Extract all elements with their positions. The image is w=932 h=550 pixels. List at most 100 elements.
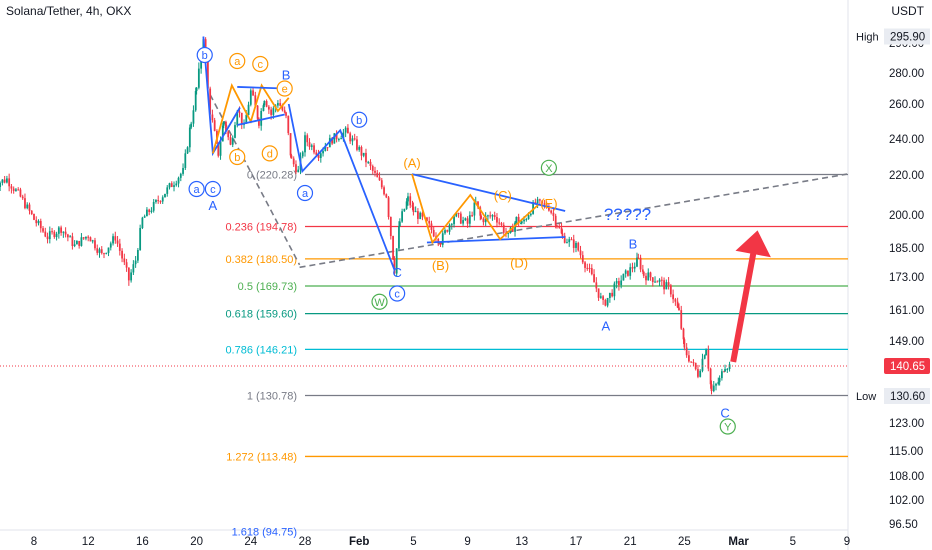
- candle-body: [347, 127, 349, 134]
- candle-body: [304, 135, 306, 153]
- candle-body: [620, 280, 623, 286]
- wave-label: b: [356, 115, 362, 127]
- candle-body: [575, 242, 577, 248]
- candle-body: [515, 216, 518, 223]
- candle-body: [219, 141, 222, 156]
- wave-label: d: [267, 148, 273, 160]
- y-tick-label: 161.00: [889, 305, 924, 317]
- x-tick-label: 25: [678, 536, 691, 548]
- price-marker-label: Low: [856, 391, 876, 403]
- candle-body: [446, 230, 449, 232]
- candle-body: [245, 114, 248, 124]
- candle-body: [674, 299, 677, 302]
- x-tick-label: 21: [624, 536, 637, 548]
- candle-body: [333, 133, 336, 144]
- candle-body: [349, 133, 352, 142]
- candle-body: [720, 371, 723, 379]
- candle-body: [356, 139, 358, 150]
- candle-body: [697, 369, 699, 377]
- candle-body: [64, 231, 67, 235]
- candle-body: [477, 201, 479, 208]
- candle-body: [344, 127, 347, 133]
- dashed-trend-line: [299, 173, 848, 269]
- candle-body: [173, 185, 175, 187]
- candle-body: [482, 218, 485, 223]
- candle-body: [694, 362, 697, 370]
- candle-body: [308, 142, 311, 147]
- wave-label: A: [601, 319, 610, 334]
- candle-body: [121, 250, 123, 259]
- candle-body: [125, 262, 128, 268]
- candle-body: [405, 201, 408, 209]
- candle-body: [15, 189, 17, 191]
- candle-body: [159, 201, 162, 203]
- candle-body: [527, 215, 530, 220]
- wave-line: [411, 173, 539, 245]
- wave-label-circle: [261, 145, 278, 162]
- candle-body: [12, 188, 15, 191]
- candle-body: [87, 236, 90, 238]
- candle-body: [3, 179, 6, 183]
- candle-body: [393, 259, 396, 274]
- candle-body: [453, 216, 455, 225]
- candle-body: [395, 248, 398, 274]
- candle-body: [669, 285, 672, 295]
- candle-body: [37, 220, 40, 224]
- candle-body: [270, 109, 273, 115]
- candle-body: [411, 205, 414, 207]
- candle-body: [651, 277, 654, 283]
- candle-body: [353, 138, 356, 140]
- x-tick-label: 8: [31, 536, 37, 548]
- candle-body: [292, 158, 295, 165]
- candle-body: [91, 240, 94, 242]
- candle-body: [538, 199, 541, 201]
- candle-body: [247, 104, 250, 115]
- candle-body: [705, 349, 707, 356]
- candle-body: [157, 200, 160, 202]
- candle-body: [561, 233, 564, 236]
- candle-body: [260, 110, 263, 126]
- candle-body: [98, 249, 101, 253]
- candle-body: [194, 91, 197, 111]
- candle-body: [672, 294, 675, 300]
- wave-label: (D): [510, 256, 528, 271]
- candle-body: [225, 121, 227, 132]
- candle-body: [692, 362, 695, 364]
- candle-body: [636, 257, 638, 267]
- candle-body: [177, 177, 180, 184]
- wave-line: [411, 173, 566, 212]
- candle-body: [529, 213, 532, 216]
- candle-body: [639, 257, 642, 270]
- wave-label-circle: [229, 52, 246, 70]
- candle-body: [717, 382, 720, 384]
- candle-body: [190, 123, 193, 128]
- candle-body: [690, 361, 693, 363]
- candle-body: [685, 347, 688, 356]
- wave-label: c: [210, 184, 216, 196]
- candle-body: [109, 243, 112, 248]
- candle-body: [459, 213, 462, 224]
- candle-body: [313, 145, 315, 153]
- fib-level-label: 0.786 (146.21): [225, 344, 297, 356]
- y-tick-label: 173.00: [889, 272, 924, 284]
- candle-body: [360, 147, 363, 156]
- candle-body: [166, 187, 169, 194]
- candle-body: [543, 203, 546, 205]
- candle-body: [480, 215, 483, 219]
- candle-body: [272, 108, 275, 115]
- candle-body: [367, 161, 370, 163]
- candle-body: [595, 282, 598, 289]
- candle-body: [707, 349, 710, 369]
- candle-body: [229, 137, 232, 145]
- candle-body: [44, 231, 47, 237]
- candle-body: [588, 267, 591, 269]
- wave-label: A: [209, 198, 218, 213]
- candle-body: [17, 189, 20, 191]
- candle-body: [710, 384, 713, 392]
- candle-body: [295, 164, 297, 173]
- candle-body: [30, 210, 33, 214]
- candle-body: [168, 183, 171, 188]
- candle-body: [398, 226, 400, 249]
- fib-level-label: 1.618 (94.75): [232, 527, 297, 539]
